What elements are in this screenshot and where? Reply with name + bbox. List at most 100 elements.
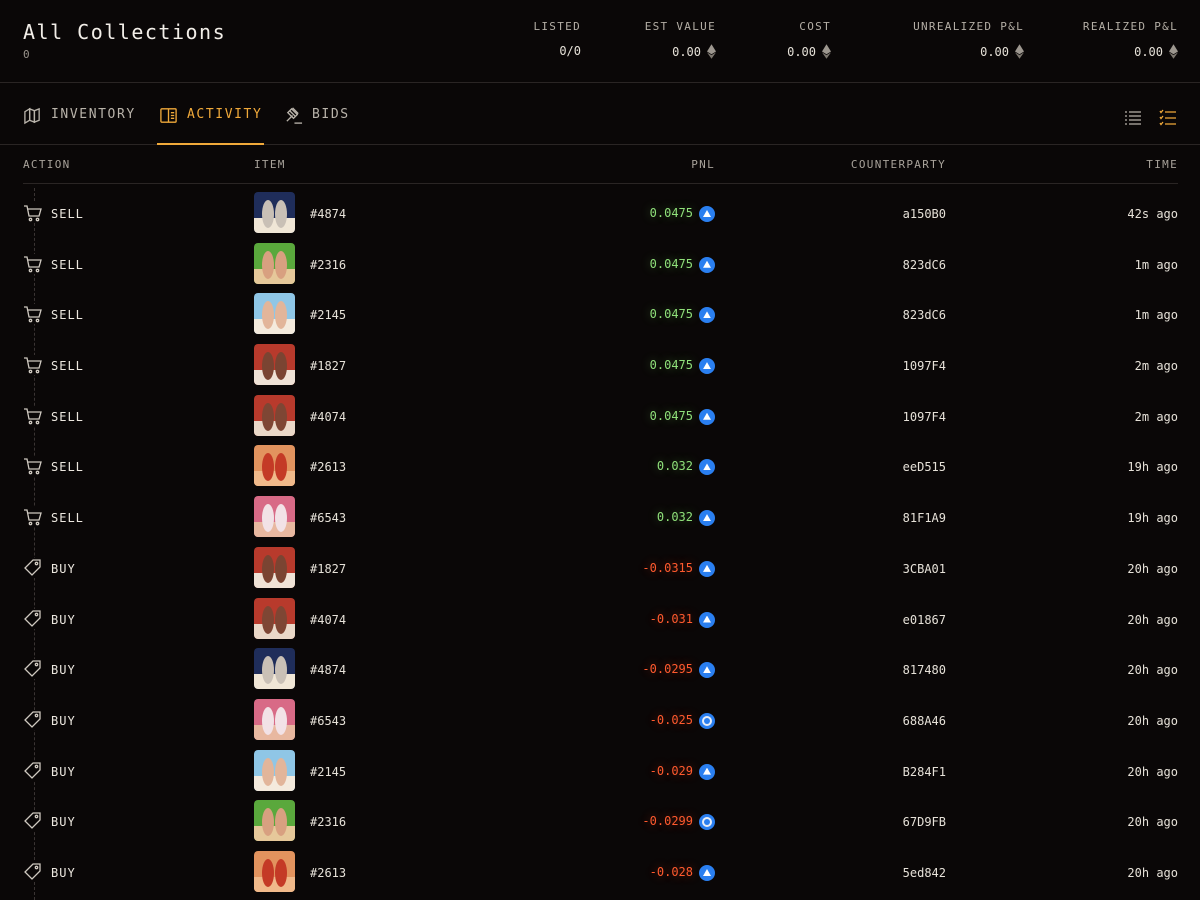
nft-thumbnail[interactable]	[254, 597, 295, 639]
pnl-value: 0.0475	[649, 408, 693, 423]
counterparty-address[interactable]: 5ed842	[902, 865, 946, 880]
action-label: BUY	[51, 865, 76, 880]
action-label: SELL	[51, 257, 84, 272]
counterparty-address[interactable]: e01867	[902, 612, 946, 627]
item-id[interactable]: #1827	[310, 359, 347, 374]
marketplace-icon	[699, 510, 715, 527]
nft-thumbnail[interactable]	[254, 749, 295, 791]
counterparty-address[interactable]: B284F1	[902, 764, 946, 779]
counterparty-address[interactable]: 823dC6	[902, 308, 946, 323]
counterparty-address[interactable]: a150B0	[902, 207, 946, 221]
counterparty-address[interactable]: 3CBA01	[902, 561, 946, 576]
tab-inventory[interactable]: INVENTORY	[23, 107, 136, 145]
detailed-list-view-icon[interactable]	[1159, 109, 1177, 127]
counterparty-address[interactable]: 688A46	[902, 713, 946, 728]
list-view-icon[interactable]	[1124, 109, 1142, 127]
timestamp: 20h ago	[1127, 865, 1178, 880]
table-row[interactable]: SELL #2145 0.0475 823dC6 1m ago	[23, 289, 1178, 340]
eth-icon	[822, 44, 831, 59]
stat-cost: COST 0.00	[787, 20, 831, 59]
tab-activity[interactable]: ACTIVITY	[156, 107, 265, 145]
counterparty-address[interactable]: 823dC6	[902, 257, 946, 272]
marketplace-icon	[699, 256, 715, 273]
stat-value: 0/0	[559, 44, 581, 58]
timestamp: 19h ago	[1127, 460, 1178, 475]
column-time[interactable]: TIME	[1146, 158, 1178, 171]
nft-thumbnail[interactable]	[254, 192, 295, 233]
item-id[interactable]: #6543	[310, 713, 347, 728]
item-id[interactable]: #2316	[310, 815, 347, 830]
item-id[interactable]: #2613	[310, 460, 347, 475]
table-row[interactable]: BUY #6543 -0.025 688A46 20h ago	[23, 695, 1178, 746]
item-id[interactable]: #2145	[310, 308, 347, 323]
marketplace-icon	[699, 864, 715, 881]
table-row[interactable]: BUY #1827 -0.0315 3CBA01 20h ago	[23, 543, 1178, 594]
cart-icon	[23, 253, 43, 274]
table-row[interactable]: BUY #4074 -0.031 e01867 20h ago	[23, 594, 1178, 645]
table-row[interactable]: BUY #2145 -0.029 B284F1 20h ago	[23, 746, 1178, 797]
nft-thumbnail[interactable]	[254, 344, 295, 386]
nft-thumbnail[interactable]	[254, 648, 295, 690]
item-id[interactable]: #4874	[310, 207, 347, 221]
column-action[interactable]: ACTION	[23, 158, 71, 171]
pnl-value: 0.0475	[649, 358, 693, 373]
item-id[interactable]: #1827	[310, 561, 347, 576]
item-id[interactable]: #4874	[310, 663, 347, 678]
item-id[interactable]: #6543	[310, 511, 347, 526]
nft-thumbnail[interactable]	[254, 394, 295, 436]
cart-icon	[23, 456, 43, 477]
counterparty-address[interactable]: eeD515	[902, 460, 946, 475]
column-counterparty[interactable]: COUNTERPARTY	[850, 158, 946, 171]
item-id[interactable]: #4074	[310, 409, 347, 424]
nft-thumbnail[interactable]	[254, 800, 295, 842]
column-pnl[interactable]: PNL	[691, 158, 715, 171]
pnl-value: 0.0475	[649, 206, 693, 220]
item-id[interactable]: #2316	[310, 257, 347, 272]
nft-thumbnail[interactable]	[254, 850, 295, 892]
pnl-value: 0.0475	[649, 307, 693, 322]
nft-thumbnail[interactable]	[254, 546, 295, 588]
nft-thumbnail[interactable]	[254, 293, 295, 335]
counterparty-address[interactable]: 1097F4	[902, 359, 946, 374]
tab-bids[interactable]: BIDS	[284, 107, 350, 145]
nft-thumbnail[interactable]	[254, 445, 295, 487]
table-row[interactable]: SELL #6543 0.032 81F1A9 19h ago	[23, 492, 1178, 543]
table-row[interactable]: SELL #4874 0.0475 a150B0 42s ago	[23, 188, 1178, 239]
item-id[interactable]: #2613	[310, 865, 347, 880]
action-label: BUY	[51, 815, 76, 830]
action-label: SELL	[51, 511, 84, 526]
marketplace-icon	[699, 206, 715, 222]
timestamp: 19h ago	[1127, 511, 1178, 526]
action-label: SELL	[51, 460, 84, 475]
table-row[interactable]: SELL #4074 0.0475 1097F4 2m ago	[23, 391, 1178, 442]
item-id[interactable]: #2145	[310, 764, 347, 779]
tag-icon	[23, 557, 43, 578]
item-id[interactable]: #4074	[310, 612, 347, 627]
tag-icon	[23, 811, 43, 832]
column-item[interactable]: ITEM	[254, 158, 286, 171]
pnl-value: 0.032	[656, 459, 693, 474]
counterparty-address[interactable]: 67D9FB	[902, 815, 946, 830]
counterparty-address[interactable]: 81F1A9	[902, 511, 946, 526]
nft-thumbnail[interactable]	[254, 242, 295, 284]
table-row[interactable]: BUY #4874 -0.0295 817480 20h ago	[23, 644, 1178, 695]
cart-icon	[23, 304, 43, 325]
nft-thumbnail[interactable]	[254, 698, 295, 740]
table-row[interactable]: SELL #1827 0.0475 1097F4 2m ago	[23, 340, 1178, 391]
nft-thumbnail[interactable]	[254, 496, 295, 538]
table-row[interactable]: SELL #2613 0.032 eeD515 19h ago	[23, 441, 1178, 492]
table-row[interactable]: BUY #2613 -0.028 5ed842 20h ago	[23, 847, 1178, 898]
timestamp: 20h ago	[1127, 764, 1178, 779]
pnl-value: -0.028	[649, 864, 693, 879]
table-row[interactable]: SELL #2316 0.0475 823dC6 1m ago	[23, 239, 1178, 290]
action-label: SELL	[51, 359, 84, 374]
page-title: All Collections	[23, 20, 227, 44]
counterparty-address[interactable]: 817480	[902, 663, 946, 678]
marketplace-icon	[699, 560, 715, 577]
tab-label: ACTIVITY	[187, 107, 263, 122]
counterparty-address[interactable]: 1097F4	[902, 409, 946, 424]
eth-icon	[707, 44, 716, 59]
timestamp: 20h ago	[1127, 713, 1178, 728]
stat-value: 0.00	[645, 44, 716, 59]
table-row[interactable]: BUY #2316 -0.0299 67D9FB 20h ago	[23, 796, 1178, 847]
